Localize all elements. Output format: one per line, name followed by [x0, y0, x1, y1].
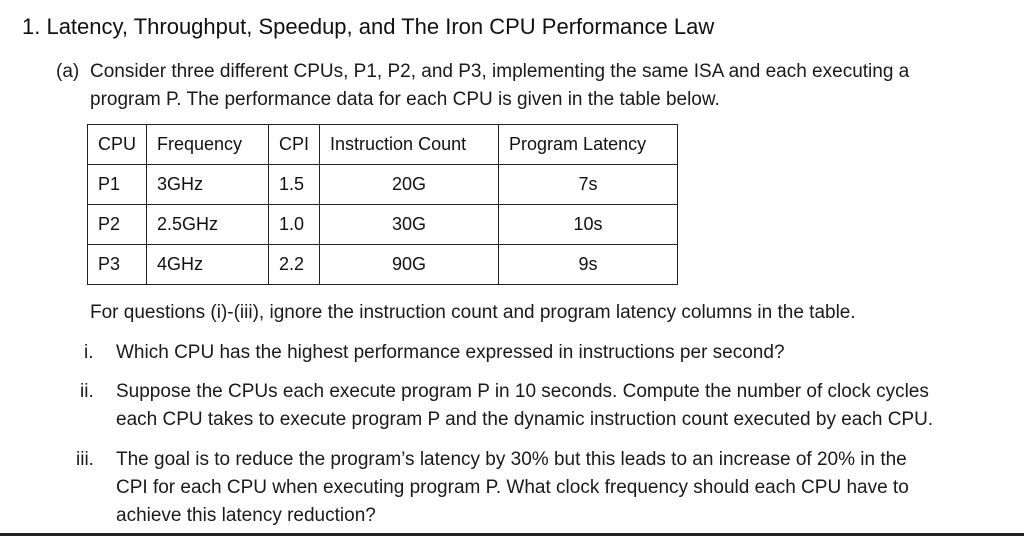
cell-frequency: 2.5GHz	[146, 204, 270, 245]
cell-program-latency: 7s	[498, 164, 679, 205]
header-cpi: CPI	[268, 124, 321, 165]
cell-cpi: 1.5	[268, 164, 321, 205]
part-a-label: (a)	[56, 61, 80, 82]
table-row: P2 2.5GHz 1.0 30G 10s	[86, 204, 679, 245]
cell-program-latency: 10s	[498, 204, 679, 245]
cell-instruction-count: 90G	[319, 244, 500, 285]
question-iii-line3: achieve this latency reduction?	[116, 505, 376, 526]
header-frequency: Frequency	[146, 124, 270, 165]
table-row: P3 4GHz 2.2 90G 9s	[86, 244, 679, 285]
cell-frequency: 3GHz	[146, 164, 270, 205]
cell-cpi: 1.0	[268, 204, 321, 245]
header-cpu: CPU	[86, 124, 148, 165]
part-a-line2: program P. The performance data for each…	[90, 89, 720, 110]
question-iii-number: iii.	[76, 449, 94, 470]
cell-program-latency: 9s	[498, 244, 679, 285]
cell-cpu: P2	[86, 204, 148, 245]
cell-frequency: 4GHz	[146, 244, 270, 285]
table-header-row: CPU Frequency CPI Instruction Count Prog…	[86, 124, 679, 165]
table-row: P1 3GHz 1.5 20G 7s	[86, 164, 679, 205]
header-instruction-count: Instruction Count	[319, 124, 500, 165]
bottom-divider	[0, 533, 1024, 536]
question-i-line: Which CPU has the highest performance ex…	[116, 342, 785, 363]
cpu-performance-table: CPU Frequency CPI Instruction Count Prog…	[86, 124, 679, 285]
question-ii-line2: each CPU takes to execute program P and …	[116, 409, 934, 430]
cell-cpu: P3	[86, 244, 148, 285]
question-ii-line1: Suppose the CPUs each execute program P …	[116, 381, 929, 402]
question-ii-number: ii.	[80, 381, 94, 402]
question-i-number: i.	[84, 342, 94, 363]
instruction-note: For questions (i)-(iii), ignore the inst…	[90, 302, 856, 323]
cell-cpu: P1	[86, 164, 148, 205]
question-iii-line2: CPI for each CPU when executing program …	[116, 477, 909, 498]
header-program-latency: Program Latency	[498, 124, 679, 165]
section-heading: 1. Latency, Throughput, Speedup, and The…	[22, 14, 715, 39]
cell-cpi: 2.2	[268, 244, 321, 285]
part-a-line1: Consider three different CPUs, P1, P2, a…	[90, 61, 910, 82]
question-iii-line1: The goal is to reduce the program’s late…	[116, 449, 907, 470]
cell-instruction-count: 30G	[319, 204, 500, 245]
cell-instruction-count: 20G	[319, 164, 500, 205]
